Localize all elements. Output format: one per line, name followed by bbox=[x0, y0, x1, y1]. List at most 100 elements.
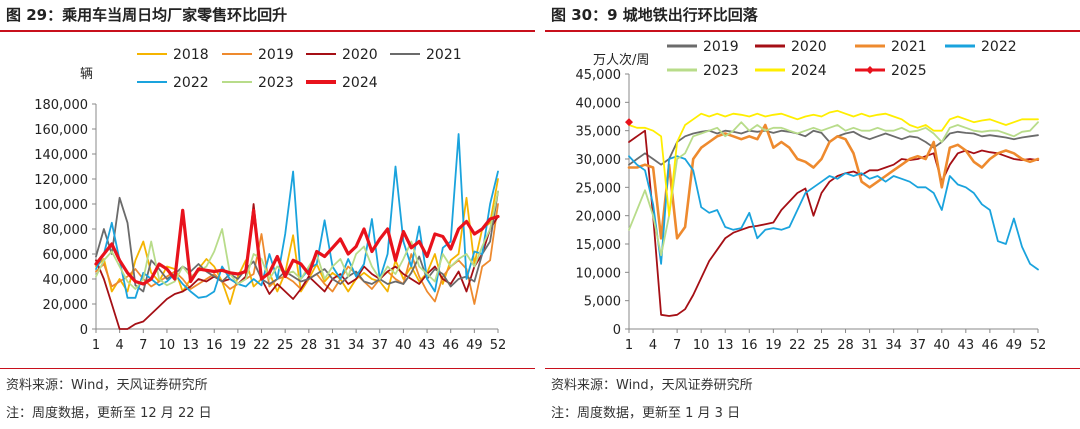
series-line-2024 bbox=[94, 208, 500, 286]
x-tick-label: 7 bbox=[139, 338, 147, 353]
title-rule bbox=[545, 30, 1080, 32]
x-tick-label: 19 bbox=[230, 338, 247, 353]
x-tick-label: 31 bbox=[861, 338, 878, 353]
legend-label-2020: 2020 bbox=[342, 47, 378, 63]
y-tick-label: 20,000 bbox=[576, 210, 622, 225]
car-retail-line-chart: 2018 2019 2020 2021 2022 2023 2024 辆 0 20,000 40,0… bbox=[34, 47, 507, 353]
update-note: 注：周度数据，更新至 1 月 3 日 bbox=[551, 406, 741, 421]
footer-rule bbox=[545, 368, 1080, 369]
y-tick-label: 120,000 bbox=[34, 173, 88, 188]
y-tick-label: 140,000 bbox=[34, 148, 88, 163]
y-tick-label: 0 bbox=[80, 323, 88, 338]
x-tick-label: 10 bbox=[159, 338, 176, 353]
series-line-2019 bbox=[95, 203, 499, 305]
legend-label-2019: 2019 bbox=[703, 39, 739, 55]
series-line-2023 bbox=[628, 121, 1039, 257]
x-tick-label: 4 bbox=[116, 338, 124, 353]
y-tick-label: 80,000 bbox=[43, 223, 89, 238]
x-tick-label: 7 bbox=[673, 338, 681, 353]
x-tick-label: 28 bbox=[301, 338, 318, 353]
y-tick-label: 35,000 bbox=[576, 125, 622, 140]
y-tick-label: 40,000 bbox=[43, 273, 89, 288]
footer-rule bbox=[0, 368, 535, 369]
x-tick-label: 13 bbox=[182, 338, 199, 353]
y-tick-label: 40,000 bbox=[576, 96, 622, 111]
x-tick-label: 52 bbox=[490, 338, 507, 353]
legend-label-2018: 2018 bbox=[173, 47, 209, 63]
y-tick-label: 25,000 bbox=[576, 181, 622, 196]
legend-label-2022: 2022 bbox=[173, 75, 209, 91]
y-tick-label: 15,000 bbox=[576, 238, 622, 253]
x-tick-label: 46 bbox=[442, 338, 459, 353]
figure-title: 图 30：9 城地铁出行环比回落 bbox=[551, 6, 758, 24]
series-line-2024 bbox=[628, 109, 1039, 217]
legend-label-2023: 2023 bbox=[703, 63, 739, 79]
legend-marker-2025 bbox=[866, 66, 874, 74]
y-tick-label: 30,000 bbox=[576, 153, 622, 168]
series-line-2021 bbox=[95, 190, 499, 293]
x-tick-label: 25 bbox=[813, 338, 830, 353]
update-note: 注：周度数据，更新至 12 月 22 日 bbox=[6, 406, 212, 421]
x-tick-label: 22 bbox=[253, 338, 270, 353]
y-axis-label: 万人次/周 bbox=[593, 52, 649, 68]
x-tick-label: 1 bbox=[625, 338, 633, 353]
legend-label-2021: 2021 bbox=[426, 47, 462, 63]
series-line-2023 bbox=[95, 190, 499, 290]
title-rule bbox=[0, 30, 535, 32]
x-tick-label: 28 bbox=[837, 338, 854, 353]
y-tick-label: 100,000 bbox=[34, 198, 88, 213]
figure-29-panel: 图 29：乘用车当周日均厂家零售环比回升 2018 2019 2020 2021 202… bbox=[0, 0, 535, 429]
series-line-2020 bbox=[95, 203, 499, 330]
x-tick-label: 16 bbox=[206, 338, 223, 353]
x-tick-label: 43 bbox=[419, 338, 436, 353]
legend-label-2024: 2024 bbox=[791, 63, 827, 79]
series-line-2020 bbox=[628, 129, 1039, 317]
data-point-2025 bbox=[625, 118, 633, 127]
y-tick-label: 60,000 bbox=[43, 248, 89, 263]
source-note: 资料来源：Wind，天风证券研究所 bbox=[6, 378, 208, 393]
legend-label-2022: 2022 bbox=[981, 39, 1017, 55]
series-line-2021 bbox=[627, 123, 1040, 240]
y-tick-label: 5,000 bbox=[584, 295, 621, 310]
legend-label-2019: 2019 bbox=[258, 47, 294, 63]
legend-label-2023: 2023 bbox=[258, 75, 294, 91]
x-tick-label: 37 bbox=[909, 338, 926, 353]
legend-label-2025: 2025 bbox=[891, 63, 927, 79]
x-tick-label: 16 bbox=[741, 338, 758, 353]
y-axis-label: 辆 bbox=[80, 67, 93, 82]
x-tick-label: 31 bbox=[324, 338, 341, 353]
x-tick-label: 22 bbox=[789, 338, 806, 353]
legend-label-2021: 2021 bbox=[891, 39, 927, 55]
x-tick-label: 4 bbox=[649, 338, 657, 353]
x-tick-label: 49 bbox=[1006, 338, 1023, 353]
x-tick-label: 19 bbox=[765, 338, 782, 353]
x-tick-label: 13 bbox=[717, 338, 734, 353]
x-tick-label: 34 bbox=[348, 338, 365, 353]
series-line-2022 bbox=[628, 155, 1039, 271]
x-tick-label: 46 bbox=[982, 338, 999, 353]
y-tick-label: 20,000 bbox=[43, 298, 89, 313]
x-tick-label: 43 bbox=[958, 338, 975, 353]
y-tick-label: 10,000 bbox=[576, 266, 622, 281]
source-note: 资料来源：Wind，天风证券研究所 bbox=[551, 378, 753, 393]
y-tick-label: 180,000 bbox=[34, 98, 88, 113]
x-tick-label: 10 bbox=[693, 338, 710, 353]
y-tick-label: 45,000 bbox=[576, 68, 622, 83]
x-tick-label: 25 bbox=[277, 338, 294, 353]
x-tick-label: 40 bbox=[933, 338, 950, 353]
figure-title: 图 29：乘用车当周日均厂家零售环比回升 bbox=[6, 6, 288, 24]
legend-label-2024: 2024 bbox=[342, 75, 378, 91]
x-tick-label: 40 bbox=[395, 338, 412, 353]
series-line-2022 bbox=[95, 133, 499, 299]
x-tick-label: 49 bbox=[466, 338, 483, 353]
x-tick-label: 37 bbox=[371, 338, 388, 353]
y-tick-label: 160,000 bbox=[34, 123, 88, 138]
x-tick-label: 52 bbox=[1030, 338, 1047, 353]
x-tick-label: 34 bbox=[885, 338, 902, 353]
series-line-2019 bbox=[628, 129, 1039, 166]
legend-label-2020: 2020 bbox=[791, 39, 827, 55]
x-tick-label: 1 bbox=[92, 338, 100, 353]
y-tick-label: 0 bbox=[613, 323, 621, 338]
subway-ridership-line-chart: 2019 2020 2021 2022 2023 2024 2025 万人次/周 0 5,000 1… bbox=[576, 39, 1047, 353]
figure-30-panel: 图 30：9 城地铁出行环比回落 2019 2020 2021 2022 2023 202… bbox=[545, 0, 1080, 429]
